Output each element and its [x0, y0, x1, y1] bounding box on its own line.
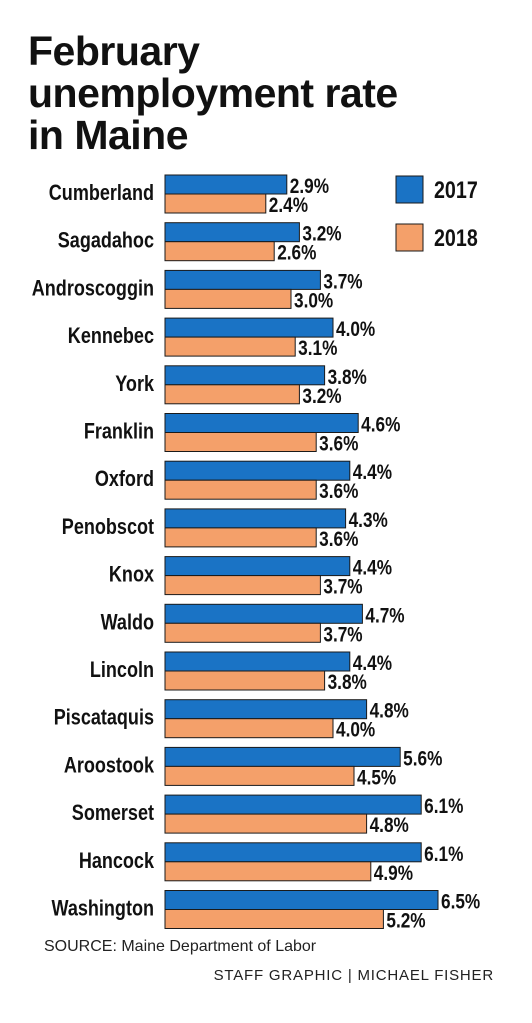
bar-2017: [164, 460, 351, 481]
value-label-2018: 3.8%: [328, 672, 367, 695]
bar-2017: [164, 794, 422, 815]
value-label-2018: 3.0%: [294, 290, 333, 313]
category-label: Cumberland: [49, 181, 154, 205]
bar-2017: [164, 556, 351, 577]
bar-2018: [164, 241, 275, 262]
title-line-3: in Maine: [28, 112, 189, 158]
bar-2018: [164, 622, 321, 643]
bar-2018: [164, 527, 317, 548]
bar-2017: [164, 890, 439, 910]
value-label-2018: 3.6%: [319, 528, 358, 551]
value-label-2018: 2.4%: [269, 195, 308, 218]
category-label: Lincoln: [90, 658, 154, 682]
bar-2017: [164, 222, 300, 243]
value-label-2017: 5.6%: [403, 748, 442, 771]
value-label-2017: 4.6%: [361, 414, 400, 437]
value-label-2018: 4.0%: [336, 719, 375, 742]
value-label-2017: 6.5%: [441, 891, 480, 914]
category-label: Waldo: [101, 611, 154, 635]
value-label-2017: 2.9%: [290, 176, 329, 199]
category-label: Kennebec: [68, 325, 154, 349]
bar-2018: [164, 670, 326, 691]
category-label: Sagadahoc: [58, 229, 154, 253]
value-label-2018: 4.5%: [357, 767, 396, 790]
bar-2018: [164, 813, 368, 834]
bar-2018: [164, 384, 300, 405]
value-label-2018: 4.9%: [374, 862, 413, 885]
bar-2017: [164, 508, 347, 529]
value-label-2018: 2.6%: [277, 242, 316, 265]
bar-2018: [164, 765, 355, 786]
title-line-1: February: [28, 28, 200, 74]
legend-label-2017: 2017: [434, 176, 478, 203]
value-label-2017: 4.4%: [353, 557, 392, 580]
category-label: Penobscot: [62, 515, 154, 539]
bar-2017: [164, 269, 321, 290]
value-label-2017: 4.7%: [365, 605, 404, 628]
category-label: Oxford: [95, 468, 154, 492]
value-label-2017: 4.4%: [353, 462, 392, 485]
bar-2017: [164, 413, 359, 433]
value-label-2017: 6.1%: [424, 843, 463, 866]
bar-2017: [164, 699, 368, 720]
value-label-2017: 3.8%: [328, 366, 367, 389]
bar-2017: [164, 365, 326, 386]
value-label-2018: 3.6%: [319, 481, 358, 504]
category-label: Washington: [51, 897, 154, 921]
bar-2018: [164, 432, 317, 452]
category-label: Franklin: [84, 420, 154, 444]
chart-title: February unemployment rate in Maine: [28, 30, 508, 156]
bar-2017: [164, 317, 334, 338]
value-label-2018: 3.1%: [298, 338, 337, 361]
bar-2017: [164, 603, 363, 624]
bar-2018: [164, 718, 334, 739]
staff-credit: STAFF GRAPHIC | MICHAEL FISHER: [213, 967, 494, 984]
title-line-2: unemployment rate: [28, 70, 398, 116]
category-label: Androscoggin: [32, 277, 154, 301]
value-label-2018: 5.2%: [386, 910, 425, 933]
bar-2017: [164, 746, 401, 767]
value-label-2017: 4.8%: [370, 700, 409, 723]
legend-label-2018: 2018: [434, 224, 478, 251]
bar-2018: [164, 193, 267, 214]
value-label-2017: 3.7%: [323, 271, 362, 294]
source-note: SOURCE: Maine Department of Labor: [44, 938, 317, 955]
value-label-2018: 4.8%: [370, 815, 409, 838]
bar-2018: [164, 288, 292, 309]
bar-2017: [164, 842, 422, 863]
bar-2018: [164, 336, 296, 357]
bar-2018: [164, 861, 372, 882]
legend-swatch-2017: [395, 175, 424, 204]
bar-2018: [164, 909, 384, 929]
bar-2017: [164, 174, 288, 195]
value-label-2017: 4.3%: [349, 509, 388, 532]
value-label-2018: 3.7%: [323, 624, 362, 647]
legend-swatch-2018: [395, 223, 424, 252]
category-label: Hancock: [79, 849, 155, 873]
value-label-2018: 3.6%: [319, 433, 358, 456]
category-label: Knox: [109, 563, 155, 587]
bar-2018: [164, 479, 317, 500]
category-label: Somerset: [72, 802, 154, 826]
value-label-2017: 3.2%: [302, 223, 341, 246]
value-label-2017: 4.0%: [336, 319, 375, 342]
category-label: Aroostook: [64, 754, 155, 778]
value-label-2017: 4.4%: [353, 653, 392, 676]
value-label-2018: 3.2%: [302, 385, 341, 408]
value-label-2017: 6.1%: [424, 796, 463, 819]
category-label: York: [115, 372, 154, 396]
bar-2018: [164, 575, 321, 596]
value-label-2018: 3.7%: [323, 576, 362, 599]
bar-2017: [164, 651, 351, 672]
category-label: Piscataquis: [54, 706, 154, 730]
